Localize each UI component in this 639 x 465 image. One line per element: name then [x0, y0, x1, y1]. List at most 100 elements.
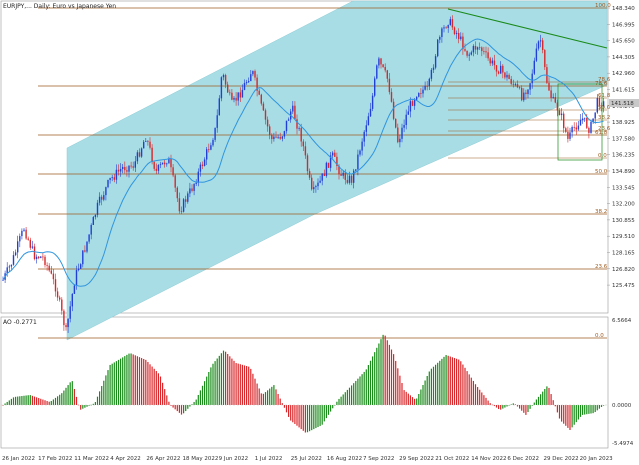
trendline[interactable] — [447, 8, 608, 49]
ao-bar — [565, 405, 567, 426]
ao-bar — [246, 366, 248, 405]
candle-body — [12, 255, 15, 265]
ao-bar — [569, 405, 571, 430]
fib-small-label: 61.8 — [598, 93, 611, 99]
candle-body — [430, 69, 433, 79]
date-label: 11 Mar 2022 — [74, 456, 109, 462]
ao-bar — [432, 366, 435, 405]
ao-bar — [46, 400, 48, 405]
ao-bar — [4, 403, 6, 405]
date-label: 7 Sep 2022 — [363, 456, 394, 462]
candle-body — [122, 166, 124, 169]
ao-bar — [117, 359, 120, 405]
fib-label: 23.6 — [595, 264, 608, 270]
candle-body — [239, 92, 241, 98]
ao-bar — [180, 405, 183, 415]
candle-body — [115, 169, 118, 180]
candle-body — [390, 92, 393, 102]
price-label: 130.855 — [612, 218, 635, 224]
candle-body — [571, 126, 573, 133]
ao-bar — [479, 389, 481, 405]
candle-body — [224, 75, 227, 85]
candle-body — [403, 124, 405, 128]
candle-body — [602, 101, 605, 107]
ao-bar — [306, 405, 309, 433]
ao-bar — [449, 356, 451, 405]
ao-bar — [231, 358, 233, 405]
ao-bar — [61, 393, 63, 405]
candle-body — [227, 84, 229, 93]
candle-body — [449, 19, 451, 26]
candle-body — [439, 37, 441, 40]
ao-bar — [128, 353, 130, 405]
candle-body — [428, 78, 430, 87]
candle-body — [575, 127, 577, 130]
ao-bar — [277, 393, 279, 405]
ao-label: 0.0000 — [612, 403, 632, 409]
date-label: 26 Jan 2022 — [2, 456, 35, 462]
ao-bar — [38, 398, 40, 405]
candle-body — [14, 252, 17, 256]
ao-bar — [357, 378, 359, 405]
candle-body — [363, 131, 365, 142]
candle-body — [334, 152, 336, 157]
candle-body — [287, 119, 290, 121]
date-label: 6 Dec 2022 — [507, 456, 539, 462]
candle-body — [210, 145, 212, 150]
ao-bar — [239, 364, 241, 405]
ao-bar — [155, 371, 157, 405]
candle-body — [73, 285, 76, 294]
candle-body — [191, 188, 193, 191]
ao-bar — [361, 374, 363, 405]
ao-bar — [237, 363, 239, 405]
ao-bar — [550, 394, 552, 405]
ao-bar — [556, 405, 558, 413]
ao-bar — [498, 405, 500, 410]
candle-body — [185, 199, 187, 202]
candle-body — [371, 95, 374, 109]
ao-bar — [59, 394, 61, 405]
candle-body — [241, 89, 244, 98]
price-label: 144.305 — [612, 55, 635, 61]
ao-bar — [63, 390, 65, 405]
ao-bar — [132, 354, 134, 405]
ao-bar — [103, 380, 105, 405]
ao-bar — [519, 405, 521, 409]
candle-body — [542, 40, 544, 50]
candle-body — [6, 267, 8, 274]
candle-body — [25, 229, 27, 239]
price-label: 129.510 — [612, 234, 635, 240]
ao-bar — [561, 405, 563, 422]
ao-bar — [369, 360, 372, 405]
date-label: 1 Jul 2022 — [255, 456, 283, 462]
candle-body — [529, 83, 531, 90]
ao-bar — [69, 382, 71, 405]
candle-body — [598, 98, 601, 106]
price-label: 145.650 — [612, 39, 635, 45]
candle-body — [548, 82, 550, 91]
candle-body — [159, 164, 162, 166]
ao-bar — [113, 362, 115, 405]
date-label: 29 Sep 2022 — [399, 456, 434, 462]
candle-body — [388, 78, 391, 93]
ao-bar — [384, 335, 386, 405]
price-label: 134.890 — [612, 169, 635, 175]
candle-body — [367, 116, 370, 126]
ao-label: -5.4974 — [612, 441, 634, 447]
ao-bar — [600, 405, 603, 407]
ao-histogram — [2, 334, 605, 433]
ao-bar — [44, 400, 46, 405]
ao-bar — [109, 364, 111, 405]
ao-bar — [212, 363, 214, 405]
ao-bar — [378, 343, 380, 405]
ao-bar — [162, 382, 164, 405]
candle-body — [233, 97, 235, 100]
ao-bar — [178, 405, 180, 413]
candle-body — [338, 165, 340, 175]
ao-bar — [275, 389, 277, 405]
candle-body — [407, 111, 409, 115]
candle-body — [283, 131, 286, 137]
ao-bar — [340, 396, 342, 405]
ao-bar — [500, 405, 502, 410]
